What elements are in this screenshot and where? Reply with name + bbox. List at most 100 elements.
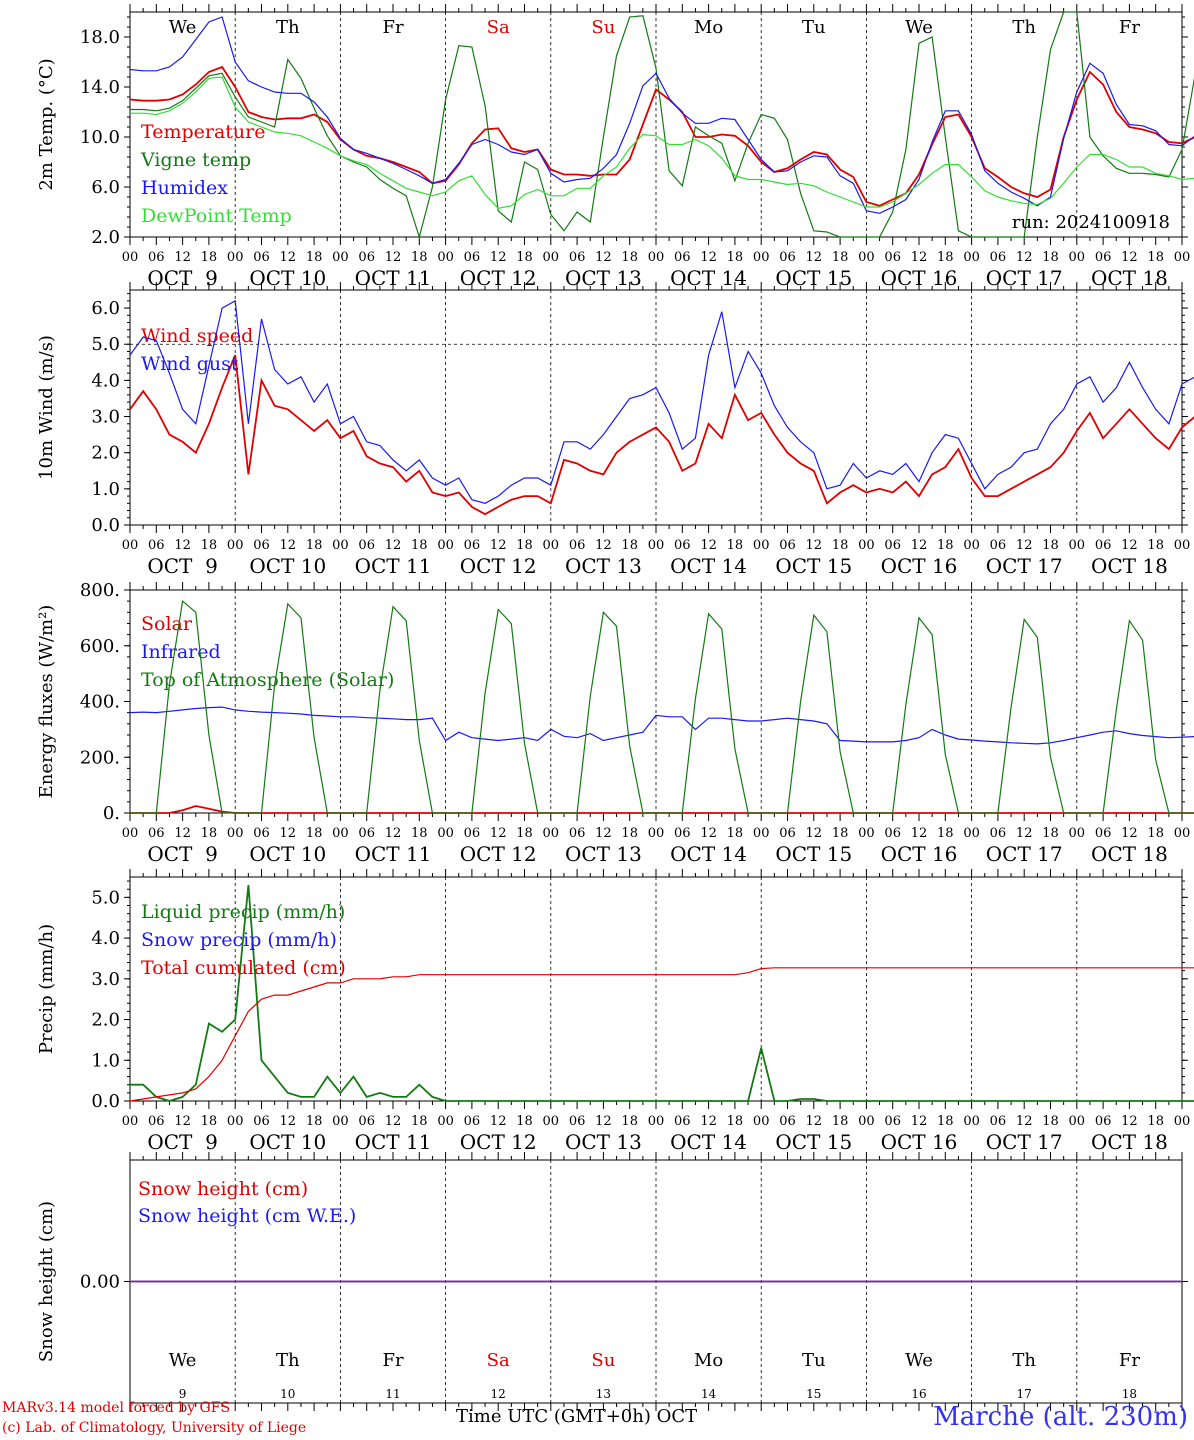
x-hour-label: 18 (937, 826, 954, 841)
legend-entry: Top of Atmosphere (Solar) (141, 669, 394, 691)
x-hour-label: 12 (911, 1114, 928, 1129)
x-hour-label: 06 (148, 250, 165, 265)
x-hour-label: 00 (227, 826, 244, 841)
x-hour-label: 00 (753, 826, 770, 841)
x-date-label: OCT 9 (147, 554, 217, 578)
x-hour-label: 00 (122, 250, 139, 265)
x-hour-label: 12 (490, 538, 507, 553)
series-line-dewpoint-temp (130, 76, 1194, 209)
x-hour-label: 18 (727, 1114, 744, 1129)
y-tick-label: 600. (80, 636, 120, 657)
x-date-label: OCT 15 (775, 1130, 852, 1154)
x-hour-label: 06 (464, 250, 481, 265)
x-hour-label: 00 (332, 538, 349, 553)
x-date-label: OCT 16 (881, 1130, 958, 1154)
x-hour-label: 12 (806, 1114, 823, 1129)
x-hour-label: 12 (1016, 538, 1033, 553)
y-tick-label: 6.0 (91, 298, 120, 319)
x-hour-label: 12 (806, 250, 823, 265)
x-hour-label: 06 (358, 538, 375, 553)
y-tick-label: 4.0 (91, 370, 120, 391)
x-hour-label: 18 (621, 1114, 638, 1129)
weekday-label: Su (591, 17, 615, 38)
x-hour-label: 06 (1095, 250, 1112, 265)
x-hour-label: 00 (437, 538, 454, 553)
x-hour-label: 12 (174, 826, 191, 841)
x-hour-label: 18 (832, 826, 849, 841)
legend-entry: Humidex (141, 177, 228, 199)
x-hour-label: 00 (648, 250, 665, 265)
x-hour-label: 12 (490, 1114, 507, 1129)
x-hour-label: 06 (464, 1114, 481, 1129)
x-date-label: OCT 11 (355, 554, 432, 578)
x-hour-label: 06 (674, 250, 691, 265)
series-line-infrared (129, 706, 1194, 745)
x-hour-label: 00 (858, 250, 875, 265)
panel-4: 0.0 1.0 2.0 3.0 4.0 5.0 Precip (mm/h) 00 06 12 18 0… (36, 869, 1194, 1154)
x-date-label: OCT 13 (565, 842, 642, 866)
day-number-label: 12 (491, 1387, 506, 1401)
x-hour-label: 06 (990, 538, 1007, 553)
credit-model: MARv3.14 model forced by GFS (2, 1400, 231, 1416)
x-hour-label: 18 (306, 1114, 323, 1129)
legend-entry: Infrared (141, 641, 221, 663)
x-hour-label: 18 (516, 250, 533, 265)
y-tick-label: 6.0 (91, 177, 120, 198)
x-hour-label: 06 (884, 826, 901, 841)
x-hour-label: 12 (1016, 826, 1033, 841)
x-hour-label: 06 (1095, 826, 1112, 841)
x-hour-label: 06 (253, 250, 270, 265)
x-hour-label: 06 (569, 250, 586, 265)
x-hour-label: 06 (779, 826, 796, 841)
x-hour-label: 00 (1069, 826, 1086, 841)
x-hour-label: 18 (1042, 1114, 1059, 1129)
x-date-label: OCT 14 (670, 554, 747, 578)
weekday-label: Mo (694, 17, 723, 38)
y-axis-label: 2m Temp. (°C) (36, 58, 57, 190)
weekday-label: Fr (1119, 1350, 1140, 1371)
x-hour-label: 12 (700, 826, 717, 841)
x-hour-label: 00 (753, 538, 770, 553)
x-hour-label: 00 (332, 250, 349, 265)
x-hour-label: 12 (1121, 1114, 1138, 1129)
x-date-label: OCT 11 (355, 1130, 432, 1154)
weekday-label: Fr (1119, 17, 1140, 38)
panel-5: 0.00 Snow height (cm) We Th Fr Sa Su Mo Tu We Th Fr… (36, 1152, 1188, 1411)
x-hour-label: 12 (1016, 250, 1033, 265)
x-hour-label: 00 (543, 1114, 560, 1129)
x-hour-label: 18 (411, 538, 428, 553)
y-tick-label: 3.0 (91, 407, 120, 428)
day-number-label: 17 (1017, 1387, 1032, 1401)
y-tick-label: 2.0 (91, 443, 120, 464)
y-axis-label: Energy fluxes (W/m²) (36, 605, 57, 799)
x-hour-label: 18 (201, 1114, 218, 1129)
series-line-humidex (129, 16, 1194, 214)
x-hour-label: 12 (1121, 538, 1138, 553)
y-axis-label: 10m Wind (m/s) (36, 335, 57, 480)
x-hour-label: 00 (437, 250, 454, 265)
x-hour-label: 06 (779, 538, 796, 553)
x-hour-label: 18 (621, 250, 638, 265)
x-hour-label: 06 (884, 1114, 901, 1129)
day-number-label: 14 (701, 1387, 717, 1401)
x-hour-label: 18 (1147, 538, 1164, 553)
x-hour-label: 06 (569, 538, 586, 553)
legend-entry: Total cumulated (cm) (141, 957, 346, 979)
x-hour-label: 06 (990, 250, 1007, 265)
x-hour-label: 06 (674, 538, 691, 553)
x-hour-label: 18 (621, 826, 638, 841)
weekday-label: Th (1012, 17, 1036, 38)
x-hour-label: 12 (595, 250, 612, 265)
x-hour-label: 12 (280, 826, 297, 841)
y-axis-label: Precip (mm/h) (36, 924, 57, 1054)
x-hour-label: 18 (201, 250, 218, 265)
x-hour-label: 00 (963, 826, 980, 841)
x-hour-label: 00 (543, 826, 560, 841)
x-hour-label: 12 (280, 250, 297, 265)
y-tick-label: 18.0 (80, 27, 120, 48)
panel-1: 2.0 6.0 10.0 14.0 18.0 2m Temp. (°C) 00 06 12 18 0… (36, 4, 1194, 290)
x-hour-label: 12 (911, 826, 928, 841)
x-hour-label: 06 (990, 1114, 1007, 1129)
weekday-label: Tu (802, 1350, 826, 1371)
x-hour-label: 18 (937, 1114, 954, 1129)
